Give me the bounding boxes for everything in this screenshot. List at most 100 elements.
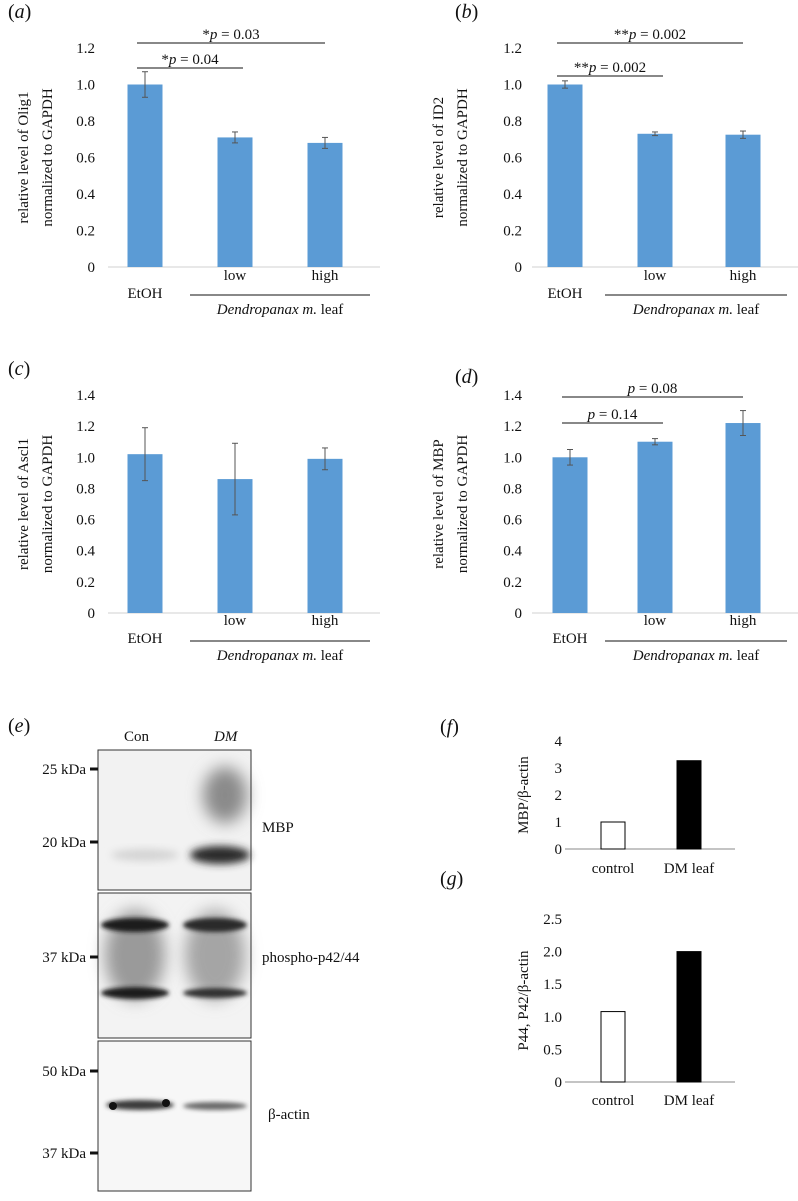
group-label: Dendropanax m. leaf <box>216 302 344 318</box>
significance-label: *p = 0.03 <box>202 27 259 43</box>
y-tick-label: 0.6 <box>76 151 95 167</box>
significance-label: *p = 0.04 <box>161 52 219 68</box>
bar <box>637 133 673 267</box>
marker-50kda: 50 kDa <box>42 1064 86 1080</box>
y-tick-label: 0.4 <box>503 544 522 560</box>
y-tick-label: 1.5 <box>543 977 562 993</box>
y-axis-label: relative level of ID2 <box>431 97 447 218</box>
y-tick-label: 0.2 <box>503 224 522 240</box>
band-con-p42 <box>101 987 169 999</box>
y-tick-label: 0.6 <box>503 151 522 167</box>
y-axis-label: P44, P42/β-actin <box>516 950 532 1051</box>
y-tick-label: 0.2 <box>76 575 95 591</box>
chart-panel-f: (f) 0 1 2 3 4 control DM leaf MBP/β-actin <box>440 716 735 877</box>
chart-panel-c: (c) 0 0.2 0.4 0.6 0.8 1.0 1.2 1.4 EtOH low high Dend… <box>8 358 380 664</box>
band-con-actin <box>106 1100 174 1110</box>
bar <box>217 137 253 267</box>
y-tick-label: 0 <box>88 260 96 276</box>
lane-label-dm: DM <box>213 729 239 745</box>
y-tick-label: 3 <box>555 761 563 777</box>
band-dm-p44 <box>183 918 247 932</box>
band-dm-p42 <box>183 988 247 998</box>
panel-label: (c) <box>8 358 30 380</box>
y-tick-label: 1.0 <box>503 450 522 466</box>
category-label: control <box>592 1093 635 1109</box>
bar <box>307 458 343 613</box>
significance-label: p = 0.14 <box>587 407 638 423</box>
category-label: DM leaf <box>664 1093 714 1109</box>
y-axis-label: relative level of Olig1 <box>16 91 32 223</box>
y-axis-label: normalized to GAPDH <box>455 88 471 226</box>
y-tick-label: 0.8 <box>76 481 95 497</box>
panel-label: (a) <box>8 1 31 23</box>
marker-37kda-b: 37 kDa <box>42 1146 86 1162</box>
band-dm-mbp <box>190 846 250 864</box>
y-tick-label: 0.6 <box>76 513 95 529</box>
y-tick-label: 0 <box>515 606 523 622</box>
panel-label: (g) <box>440 868 463 890</box>
lane-label-con: Con <box>124 729 150 745</box>
y-tick-label: 1.0 <box>76 450 95 466</box>
category-label: high <box>312 613 339 629</box>
y-tick-label: 0.8 <box>76 114 95 130</box>
y-tick-label: 2.0 <box>543 945 562 961</box>
bar <box>600 821 626 850</box>
y-tick-label: 0.4 <box>76 544 95 560</box>
panel-label: (f) <box>440 716 459 738</box>
y-tick-label: 0 <box>515 260 523 276</box>
marker-25kda: 25 kDa <box>42 762 86 778</box>
category-label: high <box>730 613 757 629</box>
category-label: EtOH <box>548 286 583 302</box>
blot-image-actin <box>97 1040 252 1192</box>
category-label: high <box>730 268 757 284</box>
y-tick-label: 0 <box>555 1075 563 1091</box>
marker-20kda: 20 kDa <box>42 835 86 851</box>
y-axis-label: normalized to GAPDH <box>40 435 56 573</box>
category-label: low <box>644 268 667 284</box>
bar <box>307 142 343 267</box>
bar <box>725 134 761 267</box>
category-label: high <box>312 268 339 284</box>
bar <box>676 951 702 1083</box>
band-dm-mbp-smear <box>203 767 247 823</box>
y-axis-label: normalized to GAPDH <box>40 88 56 226</box>
y-tick-label: 1.0 <box>543 1010 562 1026</box>
category-label: control <box>592 861 635 877</box>
bar <box>547 84 583 267</box>
y-tick-label: 0 <box>555 842 563 858</box>
significance-label: p = 0.08 <box>627 381 678 397</box>
category-label: low <box>224 613 247 629</box>
significance-label: **p = 0.002 <box>574 60 646 76</box>
y-tick-label: 1.2 <box>503 419 522 435</box>
y-tick-label: 0.2 <box>503 575 522 591</box>
y-axis-label: MBP/β-actin <box>516 756 532 834</box>
y-tick-label: 2.5 <box>543 912 562 928</box>
y-tick-label: 0.8 <box>503 481 522 497</box>
category-label: low <box>644 613 667 629</box>
bar <box>676 760 702 850</box>
marker-37kda-a: 37 kDa <box>42 950 86 966</box>
bar <box>725 423 761 613</box>
row-label-mbp: MBP <box>262 820 294 836</box>
western-blot-panel: (e) Con DM 25 kDa 20 kDa MBP <box>8 715 360 1192</box>
y-axis-label: normalized to GAPDH <box>455 435 471 573</box>
chart-panel-d: (d) 0 0.2 0.4 0.6 0.8 1.0 1.2 1.4 EtOH low high Dend… <box>431 366 798 664</box>
band-con-p44 <box>101 918 169 932</box>
band-dm-actin <box>183 1102 247 1110</box>
blot-row-phospho: 37 kDa phospho-p42/44 <box>42 892 360 1039</box>
category-label: EtOH <box>128 286 163 302</box>
group-label: Dendropanax m. leaf <box>632 302 760 318</box>
category-label: EtOH <box>128 631 163 647</box>
bar <box>552 457 588 613</box>
bar <box>127 84 163 267</box>
chart-panel-b: (b) 0 0.2 0.4 0.6 0.8 1.0 1.2 EtOH low high Dendrop… <box>431 1 798 318</box>
y-tick-label: 4 <box>555 734 563 750</box>
y-axis-label: relative level of MBP <box>431 439 447 569</box>
panel-label-e: (e) <box>8 715 30 737</box>
category-label: low <box>224 268 247 284</box>
y-tick-label: 1.4 <box>503 388 522 404</box>
significance-label: **p = 0.002 <box>614 27 686 43</box>
group-label: Dendropanax m. leaf <box>216 648 344 664</box>
blot-row-mbp: 25 kDa 20 kDa MBP <box>42 749 294 891</box>
